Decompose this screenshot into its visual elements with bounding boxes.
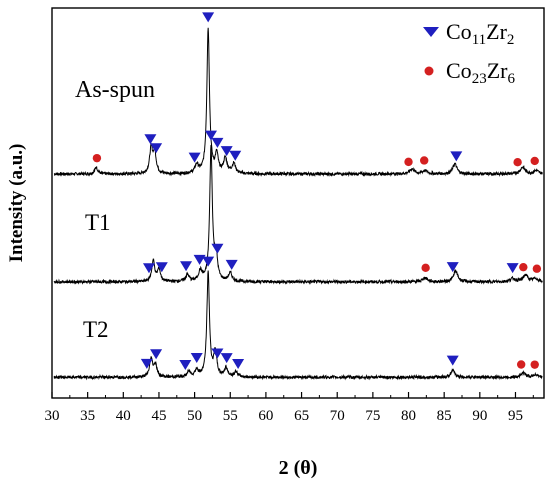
marker-co23zr6 <box>530 360 539 369</box>
marker-group <box>92 12 542 371</box>
legend-subscript: 2 <box>507 32 515 48</box>
x-tick-label: 75 <box>365 408 380 424</box>
marker-co23zr6 <box>519 262 528 272</box>
y-axis-label: Intensity (a.u.) <box>6 144 27 263</box>
legend-subscript: 23 <box>472 71 487 87</box>
marker-co11zr2 <box>211 348 224 359</box>
marker-co11zr2 <box>180 261 193 272</box>
legend-text: Co <box>446 19 472 44</box>
marker-co11zr2 <box>225 259 238 270</box>
marker-co11zr2 <box>220 146 233 157</box>
x-tick-group: 30 35 40 45 50 55 60 65 70 75 80 85 90 95 <box>45 392 534 424</box>
x-tick-label: 35 <box>80 408 95 424</box>
series-label: T2 <box>83 317 109 342</box>
x-tick-label: 70 <box>330 408 345 424</box>
marker-co11zr2 <box>190 353 203 364</box>
legend-entry-label: Co11Zr2 <box>446 19 514 48</box>
series-label-group: As-spun T1 T2 <box>75 77 155 342</box>
x-tick-label: 45 <box>151 408 166 424</box>
marker-co11zr2 <box>446 262 459 273</box>
marker-co23zr6 <box>92 153 102 163</box>
marker-co23zr6 <box>404 157 413 167</box>
marker-co23zr6 <box>420 156 429 165</box>
xrd-trace-0 <box>53 27 543 178</box>
x-tick-label: 80 <box>401 408 416 424</box>
marker-co23zr6 <box>516 360 526 369</box>
legend-text: Zr <box>487 58 508 83</box>
x-axis-label: 2 (θ) <box>279 457 318 479</box>
marker-co11zr2 <box>211 137 224 148</box>
marker-co11zr2 <box>205 130 218 141</box>
marker-co11zr2 <box>202 256 215 267</box>
x-tick-label: 30 <box>45 408 60 424</box>
marker-co11zr2 <box>150 349 163 360</box>
x-tick-label: 50 <box>187 408 202 424</box>
marker-co11zr2 <box>229 150 242 161</box>
marker-co11zr2 <box>450 151 463 162</box>
marker-co23zr6 <box>513 158 522 167</box>
marker-co11zr2 <box>142 263 155 274</box>
series-label: T1 <box>85 210 111 235</box>
legend-circle-icon <box>424 66 434 76</box>
x-tick-label: 85 <box>437 408 452 424</box>
marker-co11zr2 <box>220 353 233 364</box>
legend-entry-label: Co23Zr6 <box>446 58 515 87</box>
marker-co11zr2 <box>211 243 224 254</box>
x-tick-label: 95 <box>508 408 523 424</box>
plot-frame <box>51 7 545 399</box>
marker-co23zr6 <box>530 156 539 166</box>
xrd-trace-1 <box>53 144 543 285</box>
marker-co11zr2 <box>179 360 192 371</box>
marker-co11zr2 <box>144 134 157 145</box>
series-label: As-spun <box>75 77 155 103</box>
legend-text: Co <box>446 58 472 83</box>
x-tick-label: 65 <box>294 408 309 424</box>
marker-co23zr6 <box>532 264 542 273</box>
marker-co11zr2 <box>155 262 168 273</box>
x-tick-label: 60 <box>258 408 273 424</box>
x-tick-label: 40 <box>116 408 131 424</box>
marker-co11zr2 <box>446 355 459 366</box>
marker-co11zr2 <box>232 359 245 370</box>
legend-subscript: 6 <box>507 71 515 87</box>
marker-co11zr2 <box>140 358 153 369</box>
marker-co11zr2 <box>188 152 201 163</box>
xrd-trace-2 <box>53 270 543 381</box>
trace-group <box>53 27 543 381</box>
marker-co11zr2 <box>150 143 163 154</box>
marker-co11zr2 <box>202 12 215 23</box>
x-tick-label: 55 <box>223 408 238 424</box>
marker-co11zr2 <box>506 263 519 274</box>
legend-triangle-icon <box>423 27 439 37</box>
marker-co23zr6 <box>421 263 430 273</box>
legend-subscript: 11 <box>472 32 486 48</box>
x-tick-label: 90 <box>472 408 487 424</box>
legend-text: Zr <box>486 19 507 44</box>
marker-co11zr2 <box>193 254 206 265</box>
